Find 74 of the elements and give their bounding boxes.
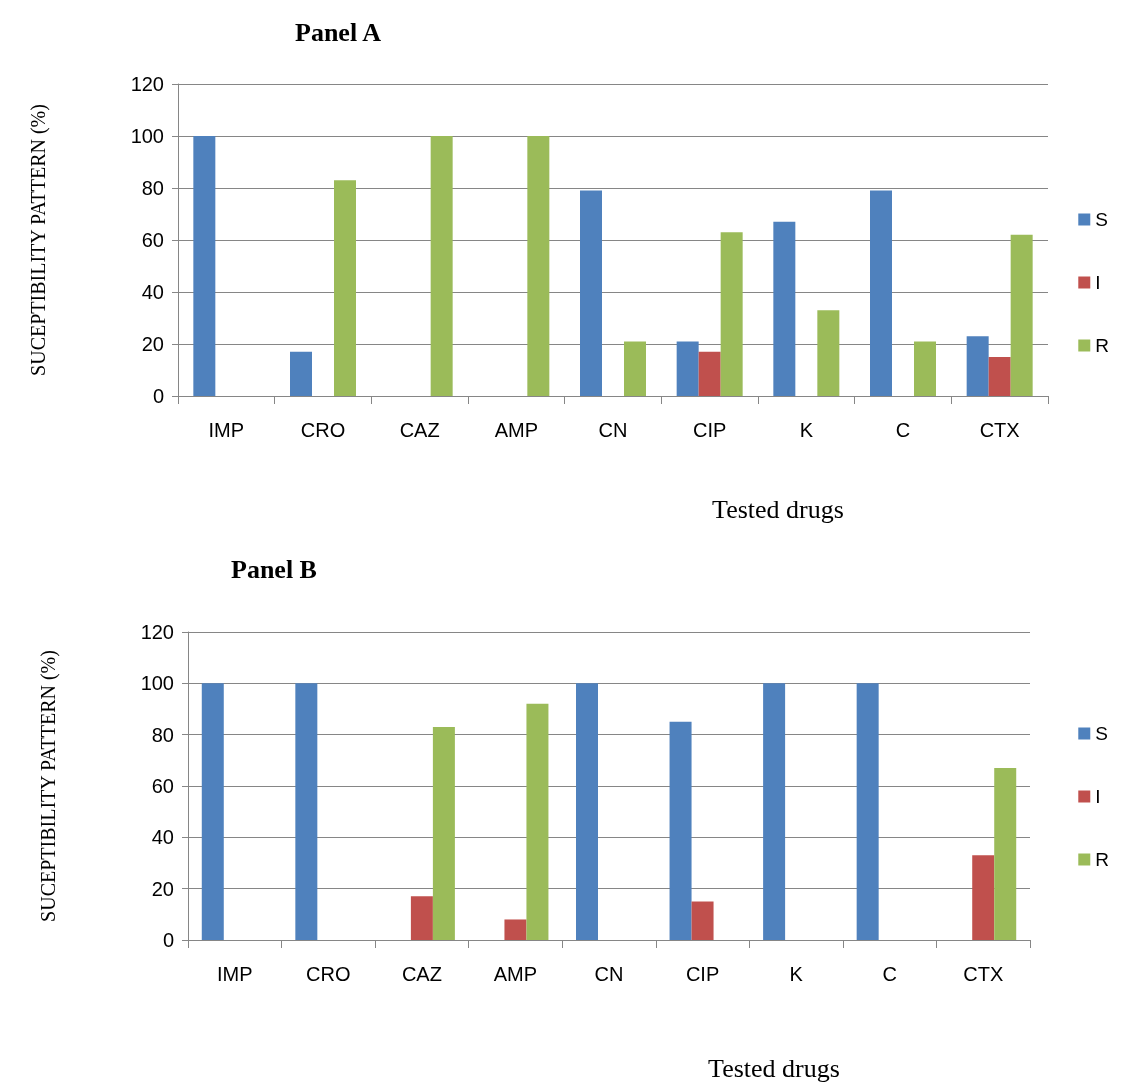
bar (698, 351, 721, 396)
bar (966, 336, 989, 396)
bar (430, 136, 453, 396)
bar (410, 896, 433, 940)
x-tick-label: CTX (963, 963, 1004, 985)
bar (691, 901, 714, 940)
bar (817, 310, 840, 396)
y-tick-label: 60 (151, 775, 174, 797)
bar (914, 341, 936, 396)
bar (624, 341, 646, 396)
x-tick-label: IMP (217, 963, 253, 985)
bar (856, 683, 879, 940)
bar (1010, 234, 1033, 396)
x-tick-label: K (789, 963, 804, 985)
y-axis-title: SUCEPTIBILITY PATTERN (%) (27, 104, 50, 376)
bar (580, 190, 602, 396)
legend-label: R (1095, 849, 1110, 870)
bar (295, 683, 318, 940)
legend-label: S (1095, 723, 1108, 744)
legend-label: I (1095, 786, 1101, 807)
x-tick-label: K (799, 419, 814, 441)
x-tick-label: CRO (300, 419, 346, 441)
x-tick-label: CAZ (401, 963, 442, 985)
x-tick-label: CIP (692, 419, 727, 441)
chart-title: Panel A (295, 17, 382, 47)
y-tick-label: 0 (152, 385, 164, 407)
y-tick-label: 0 (162, 929, 174, 951)
y-tick-label: 20 (141, 333, 164, 355)
x-tick-label: CN (594, 963, 624, 985)
bar (972, 855, 995, 940)
bar (720, 232, 743, 396)
x-tick-label: CIP (685, 963, 720, 985)
y-axis-title: SUCEPTIBILITY PATTERN (%) (37, 650, 60, 922)
bar (676, 341, 699, 396)
x-tick-label: CN (598, 419, 628, 441)
y-tick-label: 80 (151, 723, 174, 746)
bar (193, 136, 216, 396)
bar (432, 726, 455, 940)
bar (504, 919, 527, 940)
y-tick-label: 80 (141, 177, 164, 199)
bar (763, 683, 786, 940)
bar (994, 768, 1017, 940)
x-tick-label: AMP (493, 963, 538, 985)
y-tick-label: 20 (151, 877, 174, 900)
bar (773, 221, 796, 396)
y-tick-label: 40 (151, 826, 174, 849)
bar (527, 136, 550, 396)
chart-title: Panel B (231, 554, 317, 584)
y-tick-label: 100 (130, 125, 164, 147)
x-axis-title: Tested drugs (712, 494, 844, 524)
y-tick-label: 40 (141, 281, 164, 303)
bar (334, 180, 356, 396)
bar (290, 351, 312, 396)
x-tick-label: AMP (494, 419, 539, 441)
x-tick-label: C (882, 963, 897, 985)
x-tick-label: IMP (208, 419, 245, 441)
x-tick-label: C (895, 419, 911, 441)
bar (526, 703, 549, 940)
bar (669, 721, 692, 940)
legend-label: R (1095, 335, 1110, 356)
x-axis-title: Tested drugs (708, 1053, 840, 1083)
bar (870, 190, 892, 396)
legend-label: S (1095, 209, 1108, 230)
y-tick-label: 60 (141, 229, 164, 251)
x-tick-label: CRO (306, 963, 351, 985)
bar (988, 357, 1011, 396)
y-tick-label: 120 (140, 621, 174, 643)
legend-label: I (1095, 272, 1101, 293)
bar (201, 683, 224, 940)
y-tick-label: 100 (140, 672, 174, 695)
x-tick-label: CTX (979, 419, 1020, 441)
bar (576, 683, 598, 940)
x-tick-label: CAZ (399, 419, 440, 441)
y-tick-label: 120 (130, 73, 164, 95)
